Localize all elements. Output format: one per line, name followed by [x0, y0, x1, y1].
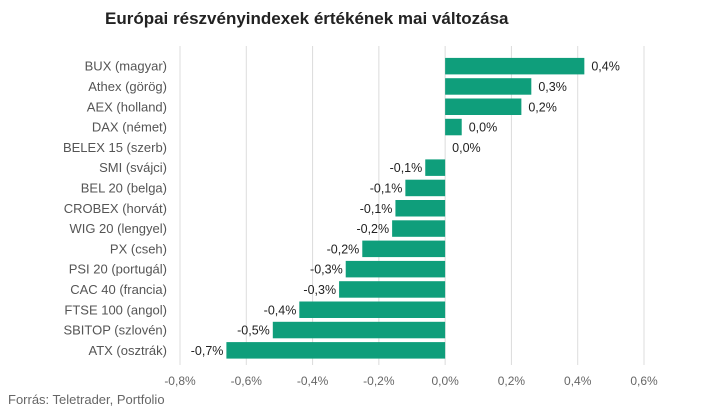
bar — [425, 159, 446, 176]
data-label: -0,7% — [191, 344, 224, 358]
bar — [392, 220, 446, 237]
x-tick-label: 0,6% — [630, 374, 658, 388]
bar — [362, 240, 446, 258]
data-label: 0,0% — [452, 141, 481, 155]
x-tick-label: -0,6% — [231, 374, 263, 388]
data-label: -0,1% — [390, 161, 423, 175]
bar — [445, 78, 532, 95]
source-note: Forrás: Teletrader, Portfolio — [8, 392, 165, 407]
bar — [345, 260, 446, 278]
bar — [445, 57, 585, 75]
bar — [299, 301, 446, 318]
bar — [395, 200, 446, 217]
bar — [226, 342, 446, 359]
chart-title: Európai részvényindexek értékének mai vá… — [105, 9, 509, 28]
category-label: BEL 20 (belga) — [81, 180, 167, 195]
category-label: DAX (német) — [92, 120, 167, 135]
category-label: PSI 20 (portugál) — [69, 262, 167, 277]
bar — [339, 281, 446, 298]
category-labels: BUX (magyar) Athex (görög) AEX (holland) DA… — [63, 59, 167, 358]
category-label: BELEX 15 (szerb) — [63, 140, 167, 155]
data-label: 0,3% — [538, 80, 567, 94]
category-label: WIG 20 (lengyel) — [69, 221, 167, 236]
x-tick-label: 0,2% — [498, 374, 526, 388]
bar — [445, 118, 462, 136]
category-label: SBITOP (szlovén) — [63, 323, 167, 338]
x-tick-label: 0,0% — [431, 374, 459, 388]
bars — [226, 57, 585, 359]
category-label: Athex (görög) — [88, 79, 167, 94]
value-labels: 0,4% 0,3% 0,2% 0,0% 0,0% -0,1% -0,1% -0,1% -0,2%… — [191, 60, 620, 358]
bar — [445, 98, 522, 115]
data-label: -0,2% — [327, 242, 360, 256]
data-label: -0,5% — [237, 324, 270, 338]
data-label: 0,2% — [528, 100, 557, 114]
category-label: PX (cseh) — [110, 241, 167, 256]
x-axis-tick-labels: -0,8% -0,6% -0,4% -0,2% 0,0% 0,2% 0,4% 0,6% — [164, 374, 658, 388]
category-label: FTSE 100 (angol) — [64, 302, 167, 317]
category-label: ATX (osztrák) — [89, 343, 168, 358]
x-tick-label: -0,2% — [363, 374, 395, 388]
data-label: -0,2% — [356, 222, 389, 236]
data-label: 0,4% — [591, 60, 620, 74]
category-label: BUX (magyar) — [85, 59, 167, 74]
data-label: 0,0% — [469, 121, 498, 135]
category-label: SMI (svájci) — [99, 160, 167, 175]
data-label: -0,1% — [360, 202, 393, 216]
data-label: -0,3% — [303, 283, 336, 297]
x-tick-label: -0,8% — [164, 374, 196, 388]
x-tick-label: -0,4% — [297, 374, 329, 388]
data-label: -0,4% — [264, 303, 297, 317]
x-tick-label: 0,4% — [564, 374, 592, 388]
category-label: AEX (holland) — [87, 99, 167, 114]
data-label: -0,1% — [370, 181, 403, 195]
bar — [272, 321, 446, 339]
category-label: CROBEX (horvát) — [64, 201, 167, 216]
category-label: CAC 40 (francia) — [70, 282, 167, 297]
data-label: -0,3% — [310, 263, 343, 277]
bar — [405, 179, 446, 197]
